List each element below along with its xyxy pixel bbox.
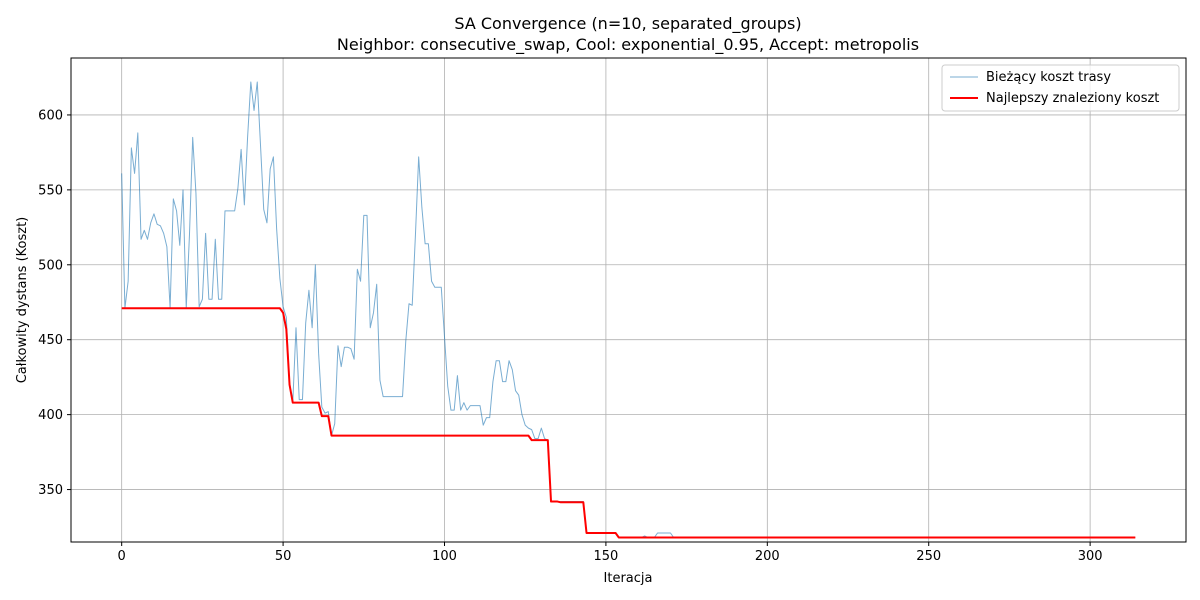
x-tick-label: 50 [275,549,292,564]
y-tick-label: 550 [38,183,63,198]
x-tick-label: 0 [118,549,126,564]
plot-area-frame [70,57,1187,543]
x-tick-label: 100 [432,549,457,564]
x-tick-label: 200 [755,549,780,564]
legend-label-best-cost: Najlepszy znaleziony koszt [986,91,1159,106]
chart-title: SA Convergence (n=10, separated_groups) [454,14,801,34]
y-tick-label: 600 [38,108,63,123]
y-tick-label: 350 [38,483,63,498]
x-axis-label: Iteracja [604,571,653,586]
legend-label-current-cost: Bieżący koszt trasy [986,70,1111,85]
chart-subtitle: Neighbor: consecutive_swap, Cool: expone… [337,35,919,55]
x-tick-label: 150 [593,549,618,564]
series-line-best-cost [121,307,1136,539]
legend: Bieżący koszt trasy Najlepszy znaleziony… [941,64,1180,112]
legend-box [941,64,1180,112]
y-tick-label: 500 [38,258,63,273]
plot-series [121,81,1136,539]
y-axis-label: Całkowity dystans (Koszt) [15,217,30,384]
grid [71,58,1186,542]
axis-ticks: 0 50 100 150 200 250 300 350 400 450 500 550 600 [38,108,1102,564]
y-tick-label: 450 [38,333,63,348]
x-tick-label: 250 [916,549,941,564]
x-tick-label: 300 [1078,549,1103,564]
y-tick-label: 400 [38,408,63,423]
